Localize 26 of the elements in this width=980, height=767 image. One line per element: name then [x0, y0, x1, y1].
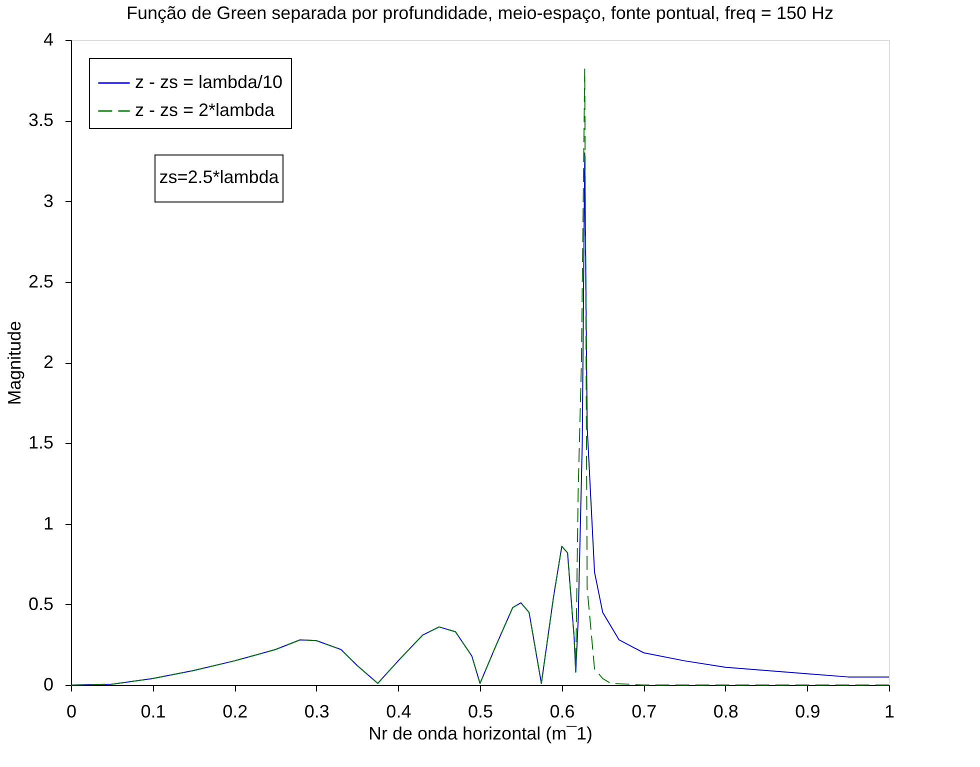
- x-tick-label: 0.1: [140, 702, 166, 722]
- y-axis-title: Magnitude: [4, 320, 24, 406]
- y-tick-label: 2.5: [28, 271, 54, 292]
- x-tick-label: 0.3: [304, 702, 330, 722]
- x-tick-label: 0.2: [222, 702, 248, 722]
- x-axis-title: Nr de onda horizontal (m¯1): [368, 724, 593, 744]
- x-tick-label: 0.7: [632, 702, 657, 722]
- y-tick-label: 2: [43, 352, 54, 372]
- legend-label: z - zs = lambda/10: [135, 72, 283, 92]
- y-tick-label: 3.5: [28, 110, 54, 130]
- x-tick-label: 0.5: [468, 702, 494, 722]
- legend-label: z - zs = 2*lambda: [135, 100, 276, 120]
- x-tick-label: 0: [66, 702, 77, 722]
- x-tick-label: 0.6: [550, 702, 575, 722]
- y-tick-label: 1.5: [28, 432, 54, 453]
- y-tick-label: 1: [43, 513, 54, 534]
- y-tick-label: 3: [43, 190, 54, 211]
- y-tick-label: 4: [43, 30, 54, 50]
- chart-title: Função de Green separada por profundidade, meio-espaço, fonte pontual, freq = 150 Hz: [126, 3, 834, 23]
- x-tick-label: 0.9: [795, 702, 820, 722]
- x-tick-label: 0.4: [386, 702, 412, 722]
- y-tick-label: 0: [43, 674, 54, 694]
- x-tick-label: 1: [884, 702, 895, 722]
- y-tick-label: 0.5: [28, 594, 54, 614]
- annotation: zs=2.5*lambda: [159, 167, 280, 187]
- x-tick-label: 0.8: [713, 702, 738, 722]
